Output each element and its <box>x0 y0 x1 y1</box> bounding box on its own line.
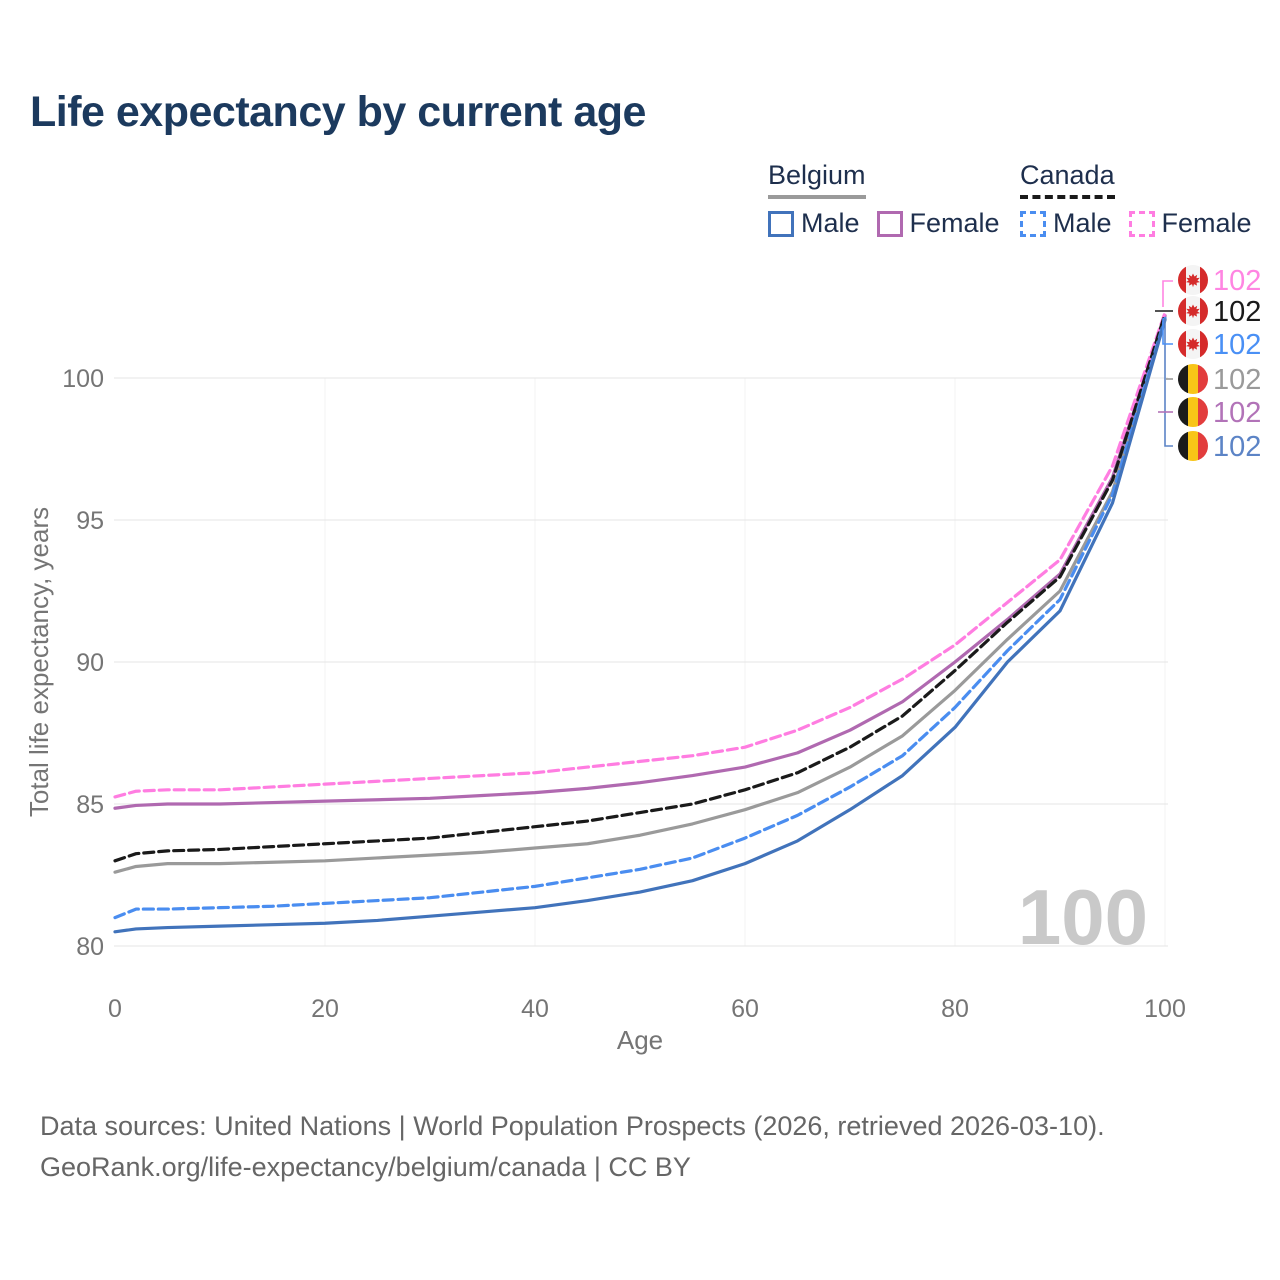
canada-flag-icon <box>1178 329 1208 359</box>
end-label-value: 102 <box>1213 397 1261 429</box>
watermark-current-age: 100 <box>1018 873 1148 961</box>
x-tick-label: 20 <box>311 995 339 1023</box>
end-label-value: 102 <box>1213 364 1261 396</box>
x-tick-label: 40 <box>521 995 549 1023</box>
y-tick-label: 100 <box>62 365 104 393</box>
canada-flag-icon <box>1178 265 1208 295</box>
end-label-value: 102 <box>1213 296 1261 328</box>
page-title: Life expectancy by current age <box>30 88 646 136</box>
y-tick-label: 85 <box>76 791 104 819</box>
end-label-connector <box>1162 318 1173 345</box>
y-tick-label: 80 <box>76 933 104 961</box>
y-tick-label: 95 <box>76 507 104 535</box>
footer: Data sources: United Nations | World Pop… <box>40 1106 1105 1188</box>
footer-data-sources: Data sources: United Nations | World Pop… <box>40 1111 1105 1141</box>
series-line-canada-total <box>113 312 1167 863</box>
x-axis-title: Age <box>617 1025 663 1055</box>
end-label-value: 102 <box>1213 265 1261 297</box>
end-label-connector <box>1164 318 1173 447</box>
end-label-value: 102 <box>1213 431 1261 463</box>
belgium-flag-icon <box>1178 397 1208 427</box>
belgium-flag-icon <box>1178 431 1208 461</box>
x-tick-label: 0 <box>108 995 122 1023</box>
series-line-belgium-total <box>113 315 1167 874</box>
x-tick-label: 100 <box>1144 995 1186 1023</box>
y-axis-title: Total life expectancy, years <box>24 507 54 817</box>
belgium-flag-icon <box>1178 364 1208 394</box>
series-line-belgium-female <box>113 313 1167 810</box>
x-tick-label: 60 <box>731 995 759 1023</box>
end-label-value: 102 <box>1213 329 1261 361</box>
canada-flag-icon <box>1178 296 1208 326</box>
footer-attribution-url: GeoRank.org/life-expectancy/belgium/cana… <box>40 1152 691 1182</box>
series-line-canada-male <box>113 316 1167 920</box>
x-tick-label: 80 <box>941 995 969 1023</box>
end-label-connector <box>1162 280 1173 307</box>
series-line-canada-female <box>113 311 1167 799</box>
y-tick-label: 90 <box>76 649 104 677</box>
series-line-belgium-male <box>113 318 1167 934</box>
